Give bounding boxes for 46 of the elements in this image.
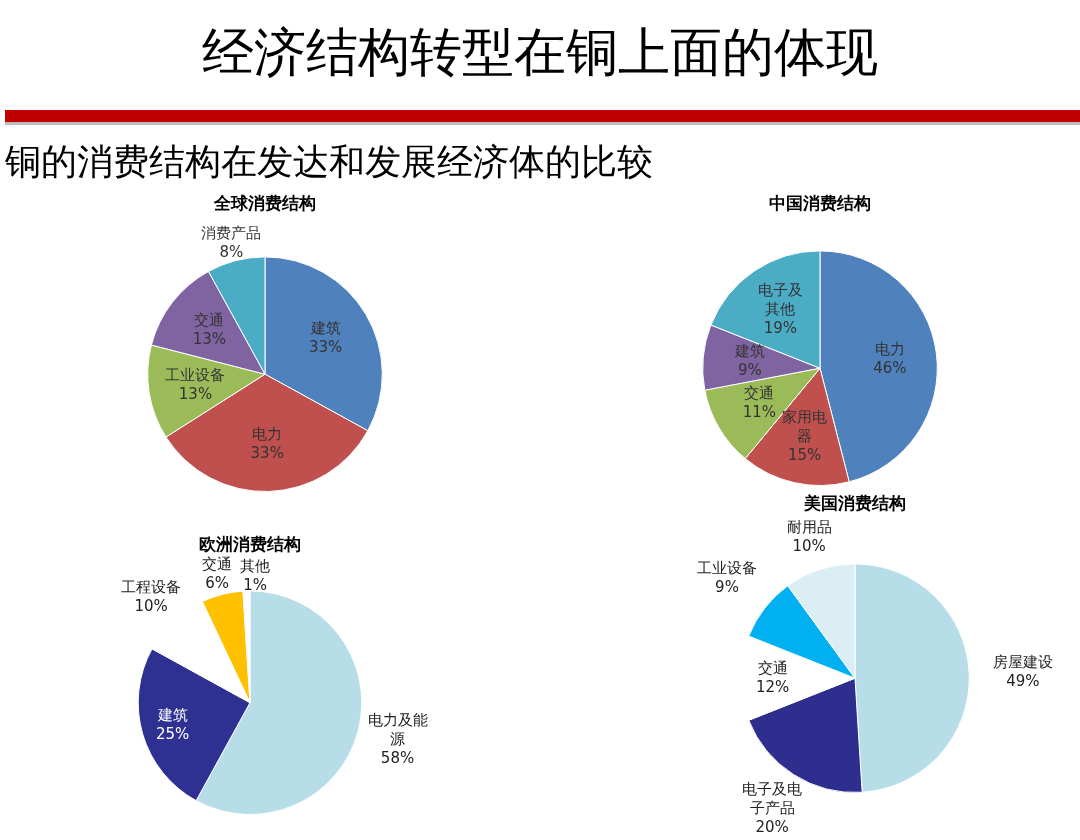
slice-label: 电力 <box>874 339 905 358</box>
data-label: 46% <box>873 358 907 377</box>
slice-label: 房屋建设 <box>992 653 1053 672</box>
text: 经济结构转型在铜上面的体现 <box>201 21 879 84</box>
slice-label: 建筑 <box>309 318 341 337</box>
data-label: 6% <box>205 574 230 593</box>
slice-label: 工业设备 <box>165 365 226 384</box>
slice-label: 电力 <box>252 424 283 443</box>
data-label: 10% <box>134 596 168 615</box>
chart-title: 欧洲消费结构 <box>199 533 301 554</box>
chart-title: 全球消费结构 <box>213 192 316 213</box>
data-label: 33% <box>250 443 284 462</box>
data-label: 9% <box>715 578 739 597</box>
slice-label: 工业设备 <box>696 559 757 578</box>
slice-label: 其他 <box>240 557 271 576</box>
slice-label: 工程设备 <box>121 577 182 596</box>
slice-label: 建筑 <box>156 705 188 724</box>
slice-label: 家用电器 <box>782 407 828 445</box>
slice-label: 交通 <box>194 311 225 330</box>
data-label: 49% <box>1006 672 1040 691</box>
slice-label: 交通 <box>757 658 788 677</box>
data-label: 20% <box>755 817 789 836</box>
chart-title: 中国消费结构 <box>769 192 871 213</box>
data-label: 13% <box>192 330 227 349</box>
data-label: 8% <box>219 242 244 261</box>
slice-label: 交通 <box>202 555 233 574</box>
data-label: 11% <box>742 403 777 422</box>
data-label: 25% <box>156 724 190 743</box>
slice-label: 电力及能源 <box>367 711 428 749</box>
slice-label: 耐用品 <box>786 517 832 536</box>
chart-title: 美国消费结构 <box>803 492 906 513</box>
data-label: 10% <box>792 536 826 555</box>
data-label: 13% <box>178 384 213 403</box>
data-label: 19% <box>763 318 798 337</box>
slice-label: 交通 <box>744 384 775 403</box>
data-label: 58% <box>380 749 415 768</box>
slice-label: 电子及其他 <box>757 280 803 318</box>
data-label: 9% <box>738 360 762 379</box>
slice-label: 电子及电子产品 <box>742 779 803 817</box>
data-label: 1% <box>243 576 268 595</box>
slice-label: 建筑 <box>733 341 765 360</box>
data-label: 15% <box>787 445 822 464</box>
data-label: 12% <box>756 677 790 696</box>
text: 铜的消费结构在发达和发展经济体的比较 <box>5 140 653 184</box>
data-label: 33% <box>308 337 343 356</box>
slice-label: 消费产品 <box>201 223 262 242</box>
